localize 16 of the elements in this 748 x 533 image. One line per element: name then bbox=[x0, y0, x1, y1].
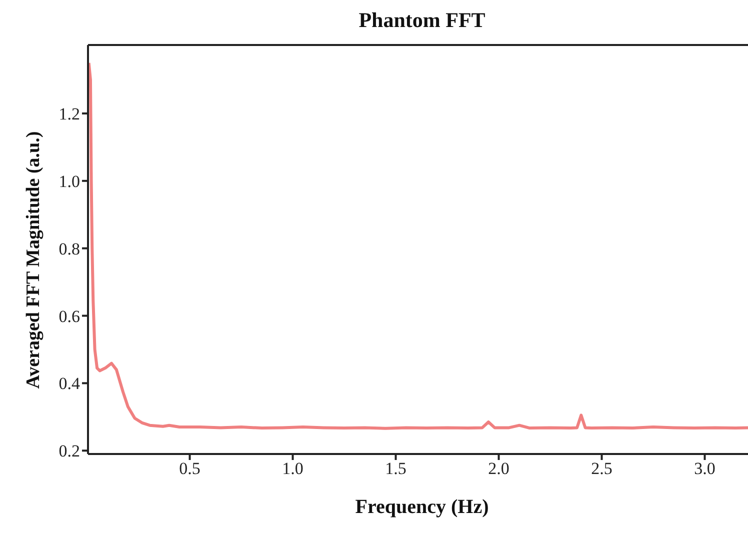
y-tick-label: 0.8 bbox=[58, 239, 80, 258]
y-tick-label: 1.0 bbox=[58, 172, 80, 191]
x-tick-label: 1.5 bbox=[385, 459, 406, 478]
chart-title: Phantom FFT bbox=[358, 8, 486, 33]
line-series bbox=[88, 61, 748, 430]
x-tick-label: 2.0 bbox=[488, 459, 510, 478]
x-tick-label: 2.5 bbox=[591, 459, 612, 478]
y-axis-title: Averaged FFT Magnitude (a.u.) bbox=[23, 131, 45, 389]
x-tick-label: 3.0 bbox=[694, 459, 716, 478]
y-tick-label: 0.2 bbox=[58, 442, 80, 461]
x-tick-label: 0.5 bbox=[179, 459, 200, 478]
y-tick-label: 0.6 bbox=[58, 306, 80, 326]
y-tick-label: 1.2 bbox=[58, 104, 80, 124]
x-axis-title: Frequency (Hz) bbox=[354, 496, 490, 519]
x-tick-label: 1.0 bbox=[282, 459, 304, 478]
y-tick-label: 0.4 bbox=[58, 374, 80, 394]
